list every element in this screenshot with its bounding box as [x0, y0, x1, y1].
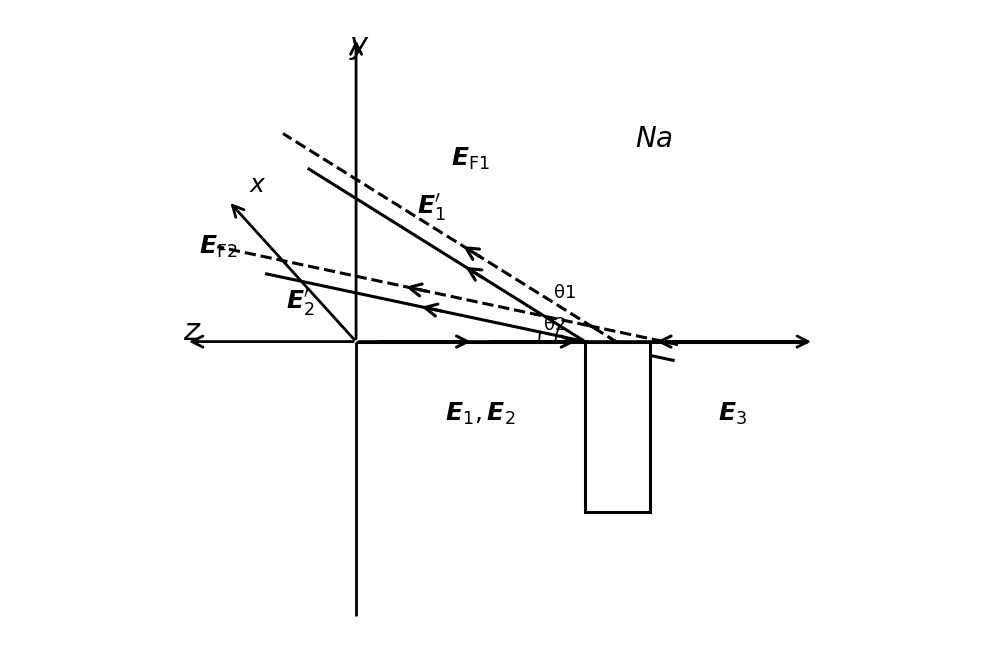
Text: θ2: θ2 [544, 316, 566, 334]
Text: $\boldsymbol{E}_{\mathrm{F1}}$: $\boldsymbol{E}_{\mathrm{F1}}$ [451, 145, 490, 171]
Bar [585, 342, 650, 512]
Text: $\boldsymbol{E}_3$: $\boldsymbol{E}_3$ [718, 401, 747, 426]
Text: $\boldsymbol{E}^{\prime}_1$: $\boldsymbol{E}^{\prime}_1$ [417, 192, 446, 223]
Text: $y$: $y$ [349, 33, 370, 62]
Text: $x$: $x$ [249, 173, 267, 196]
Text: θ1: θ1 [554, 284, 577, 302]
Text: $z$: $z$ [183, 317, 202, 346]
Text: $\boldsymbol{E}_1,\boldsymbol{E}_2$: $\boldsymbol{E}_1,\boldsymbol{E}_2$ [445, 401, 516, 426]
Text: $Na$: $Na$ [635, 125, 673, 153]
Text: $\boldsymbol{E}_{\mathrm{F2}}$: $\boldsymbol{E}_{\mathrm{F2}}$ [199, 234, 238, 260]
Text: $\boldsymbol{E}^{\prime}_2$: $\boldsymbol{E}^{\prime}_2$ [286, 287, 315, 318]
